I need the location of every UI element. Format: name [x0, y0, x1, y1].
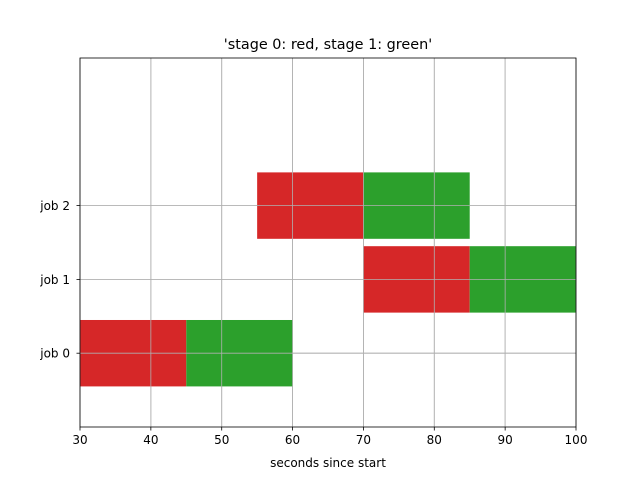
x-tick-label-1: 40 [143, 433, 158, 447]
y-tick-label-0: job 0 [39, 347, 70, 361]
x-tick-label-5: 80 [427, 433, 442, 447]
x-tick-label-7: 100 [565, 433, 588, 447]
plot-area: 30 40 50 60 70 80 90 100 job 0 job 1 job 2 [39, 57, 588, 447]
y-tick-label-1: job 1 [39, 273, 70, 287]
x-axis-label: seconds since start [270, 456, 386, 470]
x-tick-label-4: 70 [356, 433, 371, 447]
chart-title: 'stage 0: red, stage 1: green' [224, 37, 432, 53]
axes-frame [79, 57, 577, 428]
x-tick-label-0: 30 [72, 433, 87, 447]
x-tick-label-2: 50 [214, 433, 229, 447]
y-tick-label-2: job 2 [39, 199, 70, 213]
x-tick-label-3: 60 [285, 433, 300, 447]
x-tick-label-6: 90 [498, 433, 513, 447]
